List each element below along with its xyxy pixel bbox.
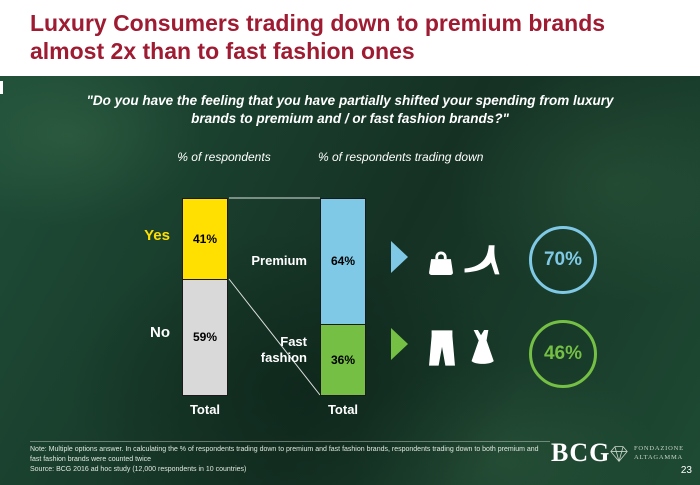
handbag-icon [429,251,453,276]
fast-fashion-callout-value: 46% [543,343,583,364]
bar-segment-yes: 41% [182,198,228,280]
chevron-right-icon [391,241,408,273]
bar-segment-premium: 64% [320,198,366,325]
right-column-header: % of respondents trading down [318,150,484,164]
fast-fashion-icons [426,324,499,368]
chevron-right-icon [391,328,408,360]
gem-icon [610,446,628,463]
dress-icon [471,330,494,364]
premium-icons [424,234,509,278]
segment-value-fast-fashion: 36% [330,352,356,367]
total-label-right: Total [327,402,359,417]
bcg-logo: BCG [551,438,611,467]
segment-value-no: 59% [192,330,218,345]
trading-down-bar: 64% 36% [320,198,366,396]
altagamma-line2: Altagamma [634,454,684,461]
altagamma-logo-text: Fondazione Altagamma [634,445,684,463]
footnote-note: Note: Multiple options answer. In calcul… [30,446,539,463]
premium-callout-value: 70% [543,249,583,270]
bar-segment-no: 59% [182,279,228,396]
total-label-left: Total [189,402,221,417]
series-label-no: No [150,324,170,341]
series-label-fast-fashion: Fast fashion [260,334,307,366]
fast-fashion-callout-circle: 46% [529,320,597,388]
premium-callout-circle: 70% [529,226,597,294]
footnote: Note: Multiple options answer. In calcul… [30,445,545,474]
altagamma-logo: Fondazione Altagamma [609,445,684,463]
segment-value-premium: 64% [330,254,356,269]
series-label-premium: Premium [251,253,307,268]
bar-segment-fast-fashion: 36% [320,324,366,396]
series-label-yes: Yes [144,227,170,244]
footnote-source: Source: BCG 2016 ad hoc study (12,000 re… [30,465,247,473]
slide-title-line1: Luxury Consumers trading down to premium… [30,10,606,36]
slide-title-line2: almost 2x than to fast fashion ones [30,38,415,65]
footer-divider [30,441,550,442]
altagamma-line1: Fondazione [634,445,684,453]
survey-question: "Do you have the feeling that you have p… [86,93,614,127]
respondents-bar: 41% 59% [182,198,228,396]
edge-tick [0,81,3,94]
left-column-header: % of respondents [177,150,271,164]
slide-title: Luxury Consumers trading down to premium… [30,9,605,65]
high-heel-shoe-icon [464,245,500,275]
trousers-icon [429,330,455,366]
page-number: 23 [680,465,692,476]
slide-header: Luxury Consumers trading down to premium… [0,0,700,76]
segment-value-yes: 41% [192,231,218,246]
